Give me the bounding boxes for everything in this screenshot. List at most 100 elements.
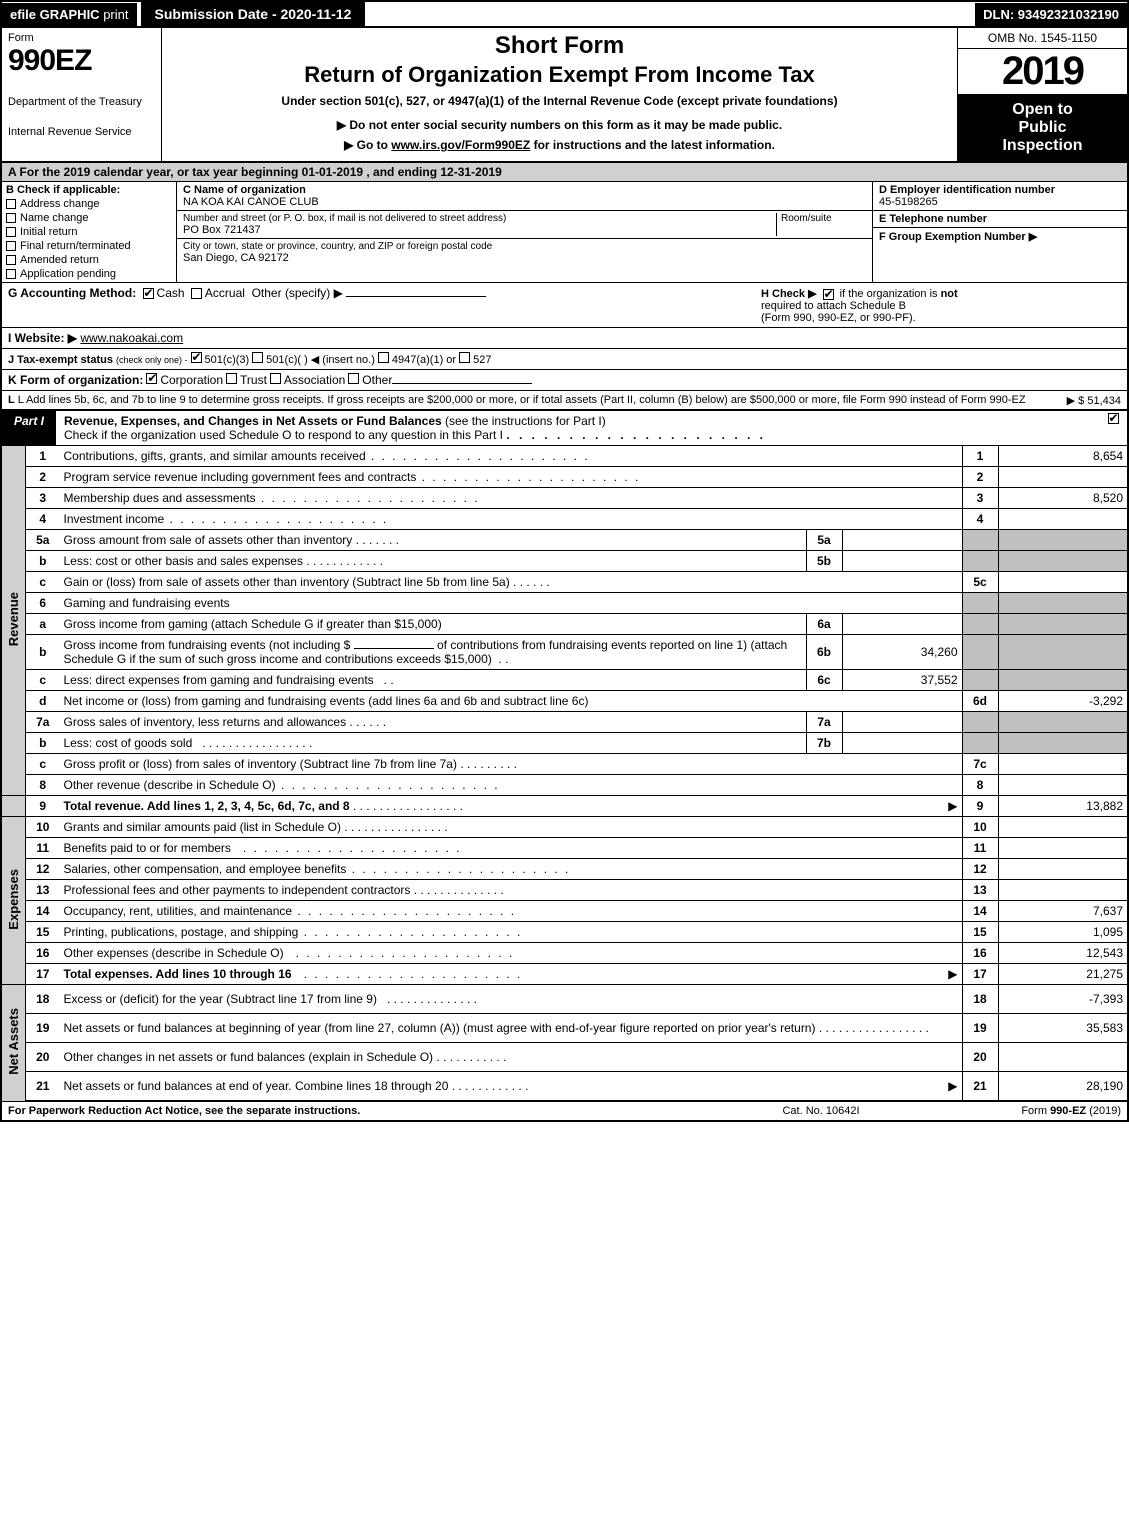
go-to-post: for instructions and the latest informat… <box>534 138 775 152</box>
line-5c: c Gain or (loss) from sale of assets oth… <box>1 572 1128 593</box>
group-exemption-cell: F Group Exemption Number ▶ <box>873 228 1127 282</box>
header-right: OMB No. 1545-1150 2019 Open to Public In… <box>957 28 1127 161</box>
chk-assoc[interactable] <box>270 373 281 384</box>
chk-application-pending[interactable]: Application pending <box>6 268 172 280</box>
print-text[interactable]: print <box>103 7 128 22</box>
line-9: 9 Total revenue. Add lines 1, 2, 3, 4, 5… <box>1 796 1128 817</box>
line-7b: b Less: cost of goods sold . . . . . . .… <box>1 733 1128 754</box>
part1-check[interactable] <box>1099 411 1127 445</box>
city: San Diego, CA 92172 <box>183 252 866 264</box>
chk-initial-return[interactable]: Initial return <box>6 226 172 238</box>
return-title: Return of Organization Exempt From Incom… <box>170 62 949 88</box>
chk-501c3[interactable] <box>191 352 202 363</box>
go-to-line: ▶ Go to www.irs.gov/Form990EZ for instru… <box>170 138 949 152</box>
side-netassets: Net Assets <box>6 988 21 1095</box>
topbar: efile GRAPHIC print Submission Date - 20… <box>0 0 1129 28</box>
line-20: 20 Other changes in net assets or fund b… <box>1 1043 1128 1072</box>
chk-527[interactable] <box>459 352 470 363</box>
org-name-row: C Name of organization NA KOA KAI CANOE … <box>177 182 872 211</box>
chk-corp[interactable] <box>146 373 157 384</box>
street-label: Number and street (or P. O. box, if mail… <box>183 213 776 224</box>
ein: 45-5198265 <box>879 196 1121 208</box>
efile-badge: efile GRAPHIC print <box>2 3 137 26</box>
row-i: I Website: ▶ www.nakoakai.com <box>0 328 1129 349</box>
row-a-tax-year: A For the 2019 calendar year, or tax yea… <box>0 163 1129 182</box>
part1-title: Revenue, Expenses, and Changes in Net As… <box>56 411 1099 445</box>
chk-4947[interactable] <box>378 352 389 363</box>
go-to-pre: ▶ Go to <box>344 138 391 152</box>
open-2: Public <box>962 119 1123 137</box>
d-label: D Employer identification number <box>879 184 1121 196</box>
row-l: L L Add lines 5b, 6c, and 7b to line 9 t… <box>0 391 1129 411</box>
form-header: Form 990EZ Department of the Treasury In… <box>0 28 1129 163</box>
line-6d: d Net income or (loss) from gaming and f… <box>1 691 1128 712</box>
form-word: Form <box>8 32 155 44</box>
line-4: 4 Investment income 4 <box>1 509 1128 530</box>
irs: Internal Revenue Service <box>8 126 155 138</box>
chk-h[interactable] <box>823 289 834 300</box>
lines-table: Revenue 1 Contributions, gifts, grants, … <box>0 446 1129 1102</box>
chk-accrual[interactable] <box>191 288 202 299</box>
form-number: 990EZ <box>8 44 155 78</box>
line-2: 2 Program service revenue including gove… <box>1 467 1128 488</box>
line-16: 16 Other expenses (describe in Schedule … <box>1 943 1128 964</box>
f-label: F Group Exemption Number ▶ <box>879 231 1037 243</box>
row-g: G Accounting Method: Cash Accrual Other … <box>8 286 761 300</box>
go-to-link[interactable]: www.irs.gov/Form990EZ <box>391 138 530 152</box>
row-h: H Check ▶ if the organization is not req… <box>761 287 1121 324</box>
line-10: Expenses 10 Grants and similar amounts p… <box>1 817 1128 838</box>
chk-amended-return[interactable]: Amended return <box>6 254 172 266</box>
page-footer: For Paperwork Reduction Act Notice, see … <box>0 1102 1129 1122</box>
line-8: 8 Other revenue (describe in Schedule O)… <box>1 775 1128 796</box>
col-d: D Employer identification number 45-5198… <box>872 182 1127 282</box>
chk-other[interactable] <box>348 373 359 384</box>
line-7c: c Gross profit or (loss) from sales of i… <box>1 754 1128 775</box>
omb-number: OMB No. 1545-1150 <box>958 28 1127 49</box>
footer-mid: Cat. No. 10642I <box>721 1105 921 1117</box>
short-form-title: Short Form <box>170 32 949 60</box>
side-revenue: Revenue <box>6 572 21 666</box>
efile-text: efile GRAPHIC <box>10 7 100 22</box>
b-header: B Check if applicable: <box>6 184 172 196</box>
line-6b: b Gross income from fundraising events (… <box>1 635 1128 670</box>
chk-address-change[interactable]: Address change <box>6 198 172 210</box>
chk-501c[interactable] <box>252 352 263 363</box>
col-b: B Check if applicable: Address change Na… <box>2 182 177 282</box>
open-to-public: Open to Public Inspection <box>958 95 1127 161</box>
line-7a: 7a Gross sales of inventory, less return… <box>1 712 1128 733</box>
g-label: G Accounting Method: <box>8 286 136 300</box>
header-mid: Short Form Return of Organization Exempt… <box>162 28 957 161</box>
j-label: J Tax-exempt status <box>8 354 113 366</box>
ein-cell: D Employer identification number 45-5198… <box>873 182 1127 211</box>
street: PO Box 721437 <box>183 224 776 236</box>
part1-tab: Part I <box>2 411 56 445</box>
l-text: L Add lines 5b, 6c, and 7b to line 9 to … <box>18 394 1026 406</box>
header-left: Form 990EZ Department of the Treasury In… <box>2 28 162 161</box>
city-label: City or town, state or province, country… <box>183 241 866 252</box>
do-not-enter: ▶ Do not enter social security numbers o… <box>170 118 949 132</box>
line-5b: b Less: cost or other basis and sales ex… <box>1 551 1128 572</box>
line-13: 13 Professional fees and other payments … <box>1 880 1128 901</box>
org-name: NA KOA KAI CANOE CLUB <box>183 196 866 208</box>
chk-name-change[interactable]: Name change <box>6 212 172 224</box>
line-15: 15 Printing, publications, postage, and … <box>1 922 1128 943</box>
city-row: City or town, state or province, country… <box>177 239 872 266</box>
footer-right: Form 990-EZ (2019) <box>921 1105 1121 1117</box>
line-18: Net Assets 18 Excess or (deficit) for th… <box>1 985 1128 1014</box>
entity-block: B Check if applicable: Address change Na… <box>0 182 1129 283</box>
chk-final-return[interactable]: Final return/terminated <box>6 240 172 252</box>
side-expenses: Expenses <box>6 849 21 950</box>
i-label: I Website: ▶ <box>8 331 77 345</box>
part1-header: Part I Revenue, Expenses, and Changes in… <box>0 411 1129 446</box>
h-text1: H Check ▶ <box>761 288 817 300</box>
line-21: 21 Net assets or fund balances at end of… <box>1 1072 1128 1102</box>
chk-trust[interactable] <box>226 373 237 384</box>
open-1: Open to <box>962 101 1123 119</box>
chk-cash[interactable] <box>143 288 154 299</box>
line-17: 17 Total expenses. Add lines 10 through … <box>1 964 1128 985</box>
phone-cell: E Telephone number <box>873 211 1127 228</box>
row-g-h: G Accounting Method: Cash Accrual Other … <box>0 283 1129 328</box>
website[interactable]: www.nakoakai.com <box>80 331 183 345</box>
line-12: 12 Salaries, other compensation, and emp… <box>1 859 1128 880</box>
department: Department of the Treasury <box>8 96 155 108</box>
